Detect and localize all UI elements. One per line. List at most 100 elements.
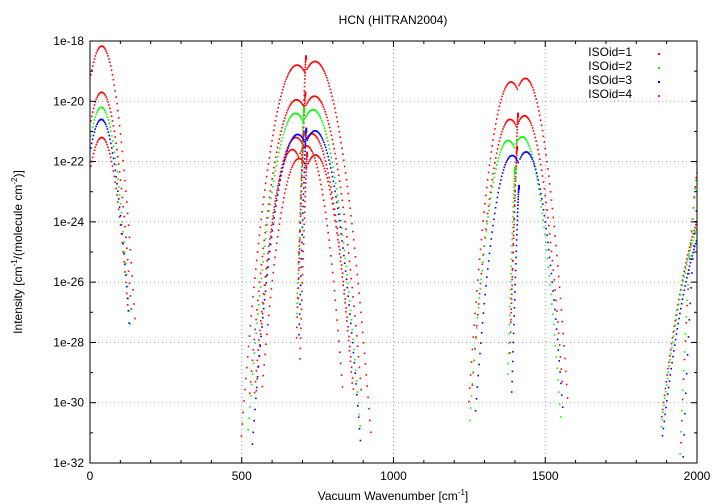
data-point bbox=[685, 392, 687, 395]
data-point bbox=[539, 188, 541, 190]
data-point bbox=[296, 154, 299, 156]
data-point bbox=[302, 193, 305, 195]
data-point bbox=[553, 334, 556, 336]
data-point bbox=[512, 351, 514, 353]
data-point bbox=[679, 294, 682, 296]
data-point bbox=[500, 175, 503, 178]
data-point bbox=[480, 238, 483, 241]
data-point bbox=[365, 374, 368, 376]
data-point bbox=[248, 417, 250, 419]
data-point bbox=[531, 158, 533, 160]
data-point bbox=[513, 83, 516, 86]
data-point bbox=[514, 269, 517, 272]
data-point bbox=[509, 288, 512, 291]
data-point bbox=[368, 407, 370, 410]
data-point bbox=[305, 158, 308, 160]
data-point bbox=[529, 154, 532, 157]
data-point bbox=[309, 109, 312, 112]
data-point bbox=[666, 374, 668, 376]
data-point bbox=[303, 176, 305, 179]
data-point bbox=[517, 188, 520, 190]
data-point bbox=[99, 46, 101, 48]
data-point bbox=[521, 79, 523, 82]
data-point bbox=[260, 333, 262, 335]
data-point bbox=[296, 64, 298, 66]
data-point bbox=[273, 166, 275, 169]
data-point bbox=[548, 175, 550, 177]
data-point bbox=[302, 161, 305, 163]
data-point bbox=[475, 398, 478, 400]
data-point bbox=[299, 337, 302, 339]
data-point bbox=[476, 290, 478, 292]
data-point bbox=[275, 205, 277, 207]
data-point bbox=[269, 296, 272, 299]
data-point bbox=[264, 290, 267, 293]
data-point bbox=[102, 46, 105, 48]
data-point bbox=[126, 247, 128, 249]
data-point bbox=[360, 388, 362, 391]
data-point bbox=[476, 316, 479, 319]
data-point bbox=[127, 224, 130, 226]
data-point bbox=[296, 292, 299, 294]
data-point bbox=[331, 196, 334, 199]
data-point bbox=[558, 286, 561, 289]
data-point bbox=[563, 345, 565, 347]
data-point bbox=[293, 100, 295, 102]
data-point bbox=[314, 60, 316, 63]
data-point bbox=[511, 154, 513, 157]
data-point bbox=[356, 391, 359, 393]
data-point bbox=[342, 206, 344, 209]
data-point bbox=[96, 141, 98, 144]
data-point bbox=[344, 220, 346, 223]
data-point bbox=[326, 167, 329, 170]
x-tick-label: 1500 bbox=[532, 469, 559, 483]
data-point bbox=[302, 127, 304, 129]
data-point bbox=[305, 104, 308, 106]
data-point bbox=[94, 101, 97, 103]
data-point bbox=[299, 100, 301, 103]
data-point bbox=[510, 142, 513, 144]
data-point bbox=[683, 358, 686, 361]
data-point bbox=[498, 105, 501, 108]
data-point bbox=[333, 214, 336, 216]
data-point bbox=[286, 152, 289, 155]
data-point bbox=[692, 236, 695, 239]
data-point bbox=[119, 133, 122, 135]
data-point bbox=[263, 284, 266, 286]
data-point bbox=[263, 239, 265, 242]
data-point bbox=[300, 327, 302, 330]
data-point bbox=[268, 258, 270, 260]
data-point bbox=[557, 349, 560, 351]
data-point bbox=[302, 137, 304, 140]
data-point bbox=[298, 228, 301, 231]
data-point bbox=[691, 242, 693, 245]
data-point bbox=[304, 147, 306, 149]
data-point bbox=[509, 140, 511, 142]
data-point bbox=[302, 187, 305, 189]
data-point bbox=[334, 299, 337, 301]
data-point bbox=[259, 272, 262, 275]
data-point bbox=[120, 211, 123, 214]
data-point bbox=[515, 244, 518, 247]
data-point bbox=[499, 151, 502, 153]
data-point bbox=[343, 254, 345, 257]
data-point bbox=[327, 231, 329, 234]
data-point bbox=[293, 113, 295, 115]
data-point bbox=[274, 119, 277, 122]
data-point bbox=[511, 232, 514, 235]
data-point bbox=[486, 223, 488, 225]
data-point bbox=[286, 154, 288, 156]
data-point bbox=[255, 389, 258, 392]
data-point bbox=[516, 126, 519, 128]
data-point bbox=[671, 341, 674, 343]
data-point bbox=[479, 282, 482, 285]
data-point bbox=[348, 260, 351, 262]
data-point bbox=[282, 201, 284, 204]
data-point bbox=[253, 391, 256, 394]
data-point bbox=[328, 85, 331, 87]
data-point bbox=[318, 114, 320, 116]
data-point bbox=[346, 329, 349, 332]
data-point bbox=[304, 206, 306, 208]
data-point bbox=[514, 169, 516, 171]
data-point bbox=[313, 60, 315, 63]
